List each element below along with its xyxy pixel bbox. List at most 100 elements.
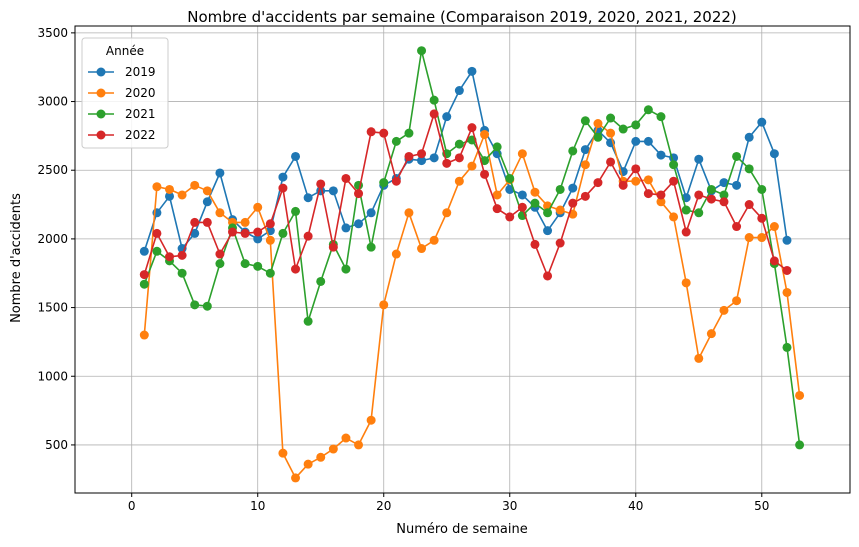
- data-point: [328, 186, 338, 196]
- y-tick-label: 500: [45, 438, 68, 452]
- data-point: [757, 184, 767, 194]
- data-point: [530, 187, 540, 197]
- data-point: [543, 271, 553, 281]
- data-point: [429, 109, 439, 119]
- data-point: [669, 212, 679, 222]
- legend-label: 2021: [125, 107, 156, 121]
- data-point: [291, 206, 301, 216]
- data-point: [706, 329, 716, 339]
- data-point: [568, 146, 578, 156]
- data-point: [782, 287, 792, 297]
- data-point: [328, 242, 338, 252]
- data-point: [240, 217, 250, 227]
- series-2020: [139, 119, 805, 483]
- data-point: [480, 130, 490, 140]
- data-point: [580, 145, 590, 155]
- data-point: [442, 112, 452, 122]
- data-point: [429, 153, 439, 163]
- data-point: [719, 190, 729, 200]
- data-point: [417, 156, 427, 166]
- data-point: [643, 175, 653, 185]
- data-point: [177, 268, 187, 278]
- data-point: [593, 178, 603, 188]
- plot-frame: [74, 25, 851, 494]
- data-point: [669, 160, 679, 170]
- data-point: [606, 128, 616, 138]
- data-point: [265, 235, 275, 245]
- data-point: [215, 168, 225, 178]
- data-point: [454, 86, 464, 96]
- data-point: [253, 202, 263, 212]
- data-point: [744, 132, 754, 142]
- data-point: [706, 194, 716, 204]
- y-tick-label: 3000: [37, 95, 68, 109]
- data-point: [517, 190, 527, 200]
- data-point: [316, 179, 326, 189]
- data-point: [328, 444, 338, 454]
- data-point: [505, 212, 515, 222]
- series-layer: [139, 46, 805, 483]
- data-point: [492, 204, 502, 214]
- data-point: [631, 176, 641, 186]
- legend-label: 2020: [125, 86, 156, 100]
- data-point: [278, 183, 288, 193]
- data-point: [303, 193, 313, 203]
- data-point: [341, 223, 351, 233]
- data-point: [744, 164, 754, 174]
- x-axis-label: Numéro de semaine: [396, 522, 527, 537]
- data-point: [706, 184, 716, 194]
- data-point: [354, 189, 364, 199]
- data-point: [467, 161, 477, 171]
- data-point: [291, 264, 301, 274]
- data-point: [391, 249, 401, 259]
- data-point: [732, 151, 742, 161]
- data-point: [202, 301, 212, 311]
- data-point: [694, 353, 704, 363]
- legend-swatch-marker: [96, 88, 106, 98]
- data-point: [404, 208, 414, 218]
- data-point: [366, 242, 376, 252]
- data-point: [417, 46, 427, 56]
- data-point: [795, 440, 805, 450]
- data-point: [404, 128, 414, 138]
- data-point: [379, 128, 389, 138]
- data-point: [492, 142, 502, 152]
- data-point: [316, 452, 326, 462]
- data-point: [631, 164, 641, 174]
- data-point: [240, 228, 250, 238]
- data-point: [467, 66, 477, 76]
- y-tick-label: 2500: [37, 163, 68, 177]
- data-point: [391, 136, 401, 146]
- data-point: [152, 182, 162, 192]
- data-point: [643, 189, 653, 199]
- legend-title: Année: [106, 44, 144, 58]
- data-point: [480, 169, 490, 179]
- y-tick-label: 1000: [37, 369, 68, 383]
- data-point: [303, 316, 313, 326]
- series-2019: [139, 66, 792, 256]
- data-point: [253, 261, 263, 271]
- data-point: [240, 259, 250, 269]
- data-point: [354, 180, 364, 190]
- data-point: [606, 113, 616, 123]
- series-2022: [139, 109, 792, 281]
- data-point: [694, 208, 704, 218]
- data-point: [215, 208, 225, 218]
- data-point: [593, 119, 603, 129]
- data-point: [379, 178, 389, 188]
- data-point: [555, 238, 565, 248]
- data-point: [379, 300, 389, 310]
- data-point: [580, 191, 590, 201]
- data-point: [265, 219, 275, 229]
- data-point: [152, 246, 162, 256]
- data-point: [316, 276, 326, 286]
- data-point: [681, 278, 691, 288]
- x-tick-label: 30: [502, 499, 517, 513]
- data-point: [354, 440, 364, 450]
- y-tick-label: 3500: [37, 26, 68, 40]
- data-point: [618, 124, 628, 134]
- data-point: [580, 160, 590, 170]
- x-tick-label: 20: [376, 499, 391, 513]
- x-tick-label: 0: [128, 499, 136, 513]
